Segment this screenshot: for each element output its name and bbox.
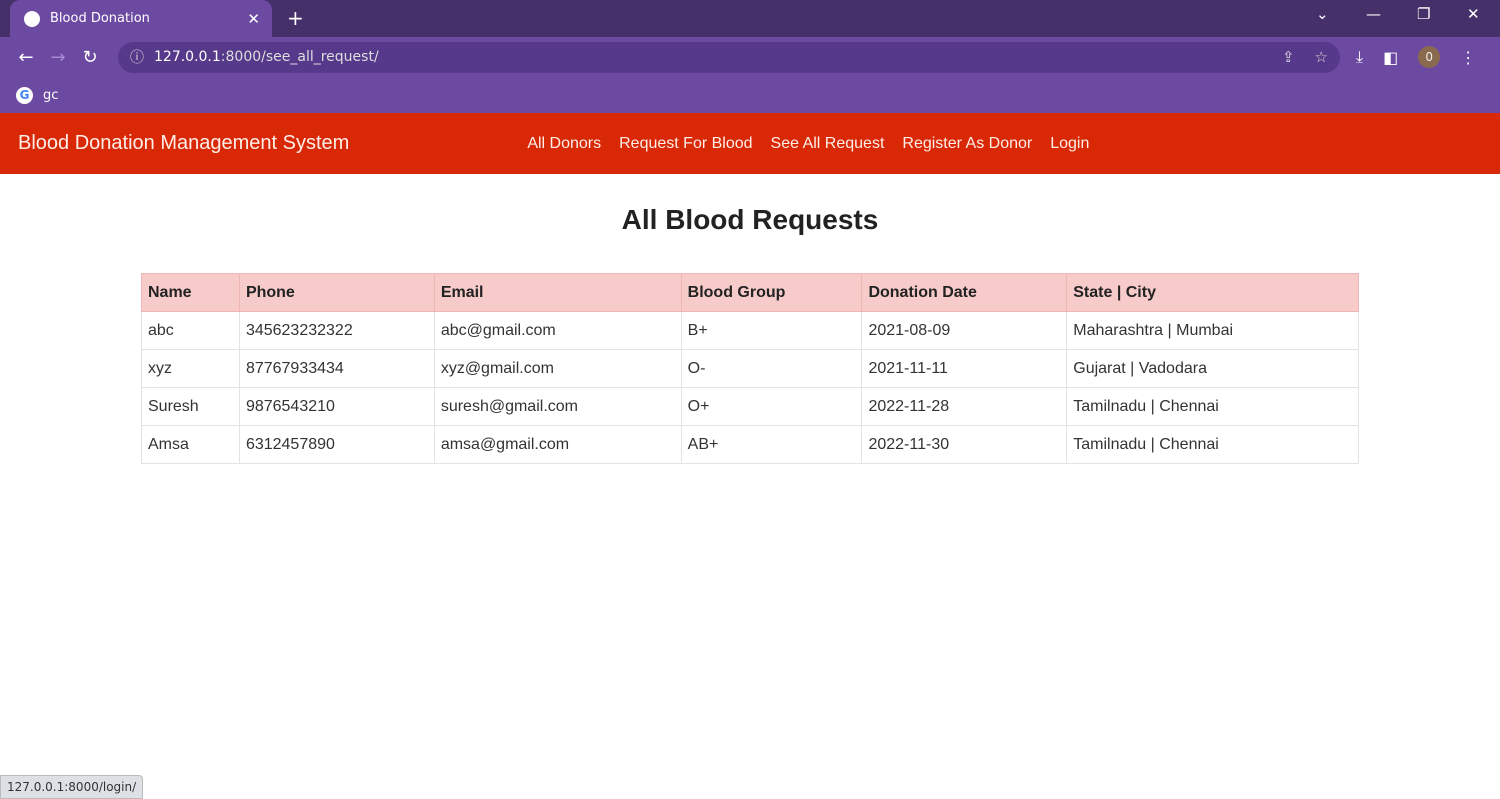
table-cell: Gujarat | Vadodara <box>1066 349 1359 388</box>
table-cell: Tamilnadu | Chennai <box>1066 387 1359 426</box>
bookmark-gc[interactable]: gc <box>43 87 59 103</box>
google-icon: G <box>16 86 33 104</box>
share-icon[interactable]: ⇪ <box>1281 48 1295 66</box>
table-cell: Suresh <box>141 387 240 426</box>
table-cell: 2022-11-30 <box>861 425 1068 464</box>
nav-login[interactable]: Login <box>1050 134 1090 152</box>
table-cell: 2022-11-28 <box>861 387 1068 426</box>
reload-icon[interactable]: ↻ <box>82 46 98 68</box>
table-cell: 6312457890 <box>238 425 435 464</box>
table-cell: Maharashtra | Mumbai <box>1066 311 1359 350</box>
side-panel-icon[interactable]: ◧ <box>1383 47 1399 67</box>
table-cell: xyz@gmail.com <box>433 349 682 388</box>
nav-see-all-request[interactable]: See All Request <box>770 134 885 152</box>
restore-icon[interactable]: ❐ <box>1417 5 1431 23</box>
table-row: abc 345623232322 abc@gmail.com B+ 2021-08-09… <box>141 311 1359 350</box>
table-cell: abc@gmail.com <box>433 311 682 350</box>
table-cell: amsa@gmail.com <box>433 425 682 464</box>
close-window-icon[interactable]: ✕ <box>1467 5 1480 23</box>
globe-icon <box>24 10 40 27</box>
table-row: Suresh 9876543210 suresh@gmail.com O+ 2022-1… <box>141 387 1359 426</box>
column-header: State | City <box>1066 273 1359 312</box>
back-icon[interactable]: ← <box>18 46 34 68</box>
table-cell: xyz <box>141 349 240 388</box>
minimize-icon[interactable]: — <box>1366 5 1381 23</box>
requests-table: Name Phone Email Blood Group Donation Date St… <box>141 273 1359 464</box>
table-cell: 9876543210 <box>238 387 435 426</box>
tab-title: Blood Donation <box>50 11 150 26</box>
column-header: Phone <box>238 273 435 312</box>
info-icon[interactable]: ⓘ <box>130 50 144 66</box>
download-icon[interactable]: ⤓ <box>1356 47 1364 66</box>
table-cell: O+ <box>680 387 863 426</box>
column-header: Blood Group <box>680 273 863 312</box>
column-header: Name <box>141 273 240 312</box>
table-row: xyz 87767933434 xyz@gmail.com O- 2021-11-11 G… <box>141 349 1359 388</box>
nav-request-for-blood[interactable]: Request For Blood <box>619 134 753 152</box>
table-cell: suresh@gmail.com <box>433 387 682 426</box>
table-cell: O- <box>680 349 863 388</box>
new-tab-icon[interactable]: + <box>287 6 304 30</box>
nav-all-donors[interactable]: All Donors <box>527 134 602 152</box>
table-cell: Tamilnadu | Chennai <box>1066 425 1359 464</box>
page-title: All Blood Requests <box>621 204 879 235</box>
url-host: 127.0.0.1 <box>154 49 221 65</box>
forward-icon[interactable]: → <box>50 46 66 68</box>
nav-register-as-donor[interactable]: Register As Donor <box>902 134 1033 152</box>
tab-search-icon[interactable]: ⌄ <box>1316 5 1329 23</box>
close-tab-icon[interactable]: ✕ <box>247 9 260 28</box>
table-cell: AB+ <box>680 425 863 464</box>
url-path: :8000/see_all_request/ <box>220 49 379 65</box>
table-cell: Amsa <box>141 425 240 464</box>
site-navbar: Blood Donation Management System All Don… <box>0 113 1500 174</box>
table-cell: abc <box>141 311 240 350</box>
status-bar-url: 127.0.0.1:8000/login/ <box>0 775 144 799</box>
address-bar[interactable]: ⓘ 127.0.0.1:8000/see_all_request/ ⇪ ☆ <box>118 41 1340 73</box>
table-cell: B+ <box>680 311 863 350</box>
table-cell: 2021-11-11 <box>861 349 1068 388</box>
table-row: Amsa 6312457890 amsa@gmail.com AB+ 2022-11-3… <box>141 425 1359 464</box>
table-cell: 345623232322 <box>238 311 435 350</box>
column-header: Email <box>433 273 682 312</box>
brand[interactable]: Blood Donation Management System <box>18 132 350 154</box>
table-cell: 87767933434 <box>238 349 435 388</box>
star-icon[interactable]: ☆ <box>1314 48 1328 66</box>
browser-tab[interactable]: Blood Donation ✕ <box>10 0 272 37</box>
menu-icon[interactable]: ⋮ <box>1460 47 1477 67</box>
table-cell: 2021-08-09 <box>861 311 1068 350</box>
bookmarks-bar: G gc <box>0 77 1500 113</box>
browser-toolbar: ← → ↻ ⓘ 127.0.0.1:8000/see_all_request/ … <box>0 37 1500 77</box>
column-header: Donation Date <box>861 273 1068 312</box>
tab-bar: Blood Donation ✕ + ⌄ — ❐ ✕ <box>0 0 1500 37</box>
profile-avatar[interactable]: 0 <box>1418 46 1441 68</box>
